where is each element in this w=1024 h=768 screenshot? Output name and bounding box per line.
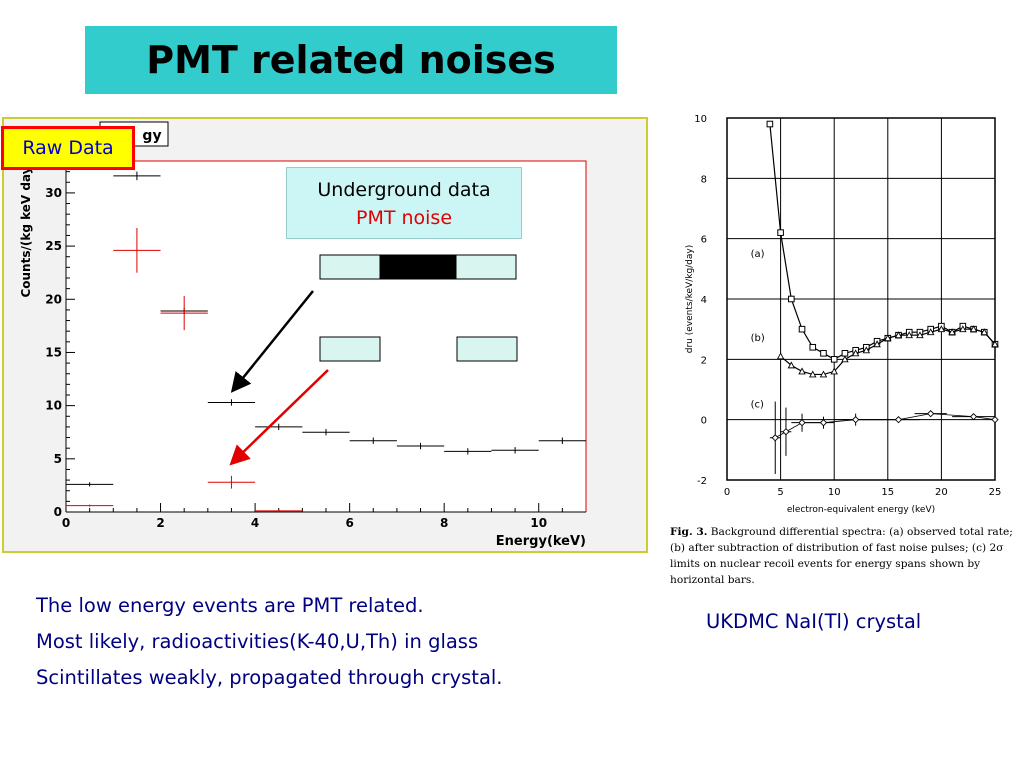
square-marker (841, 350, 849, 357)
triangle-marker (937, 325, 946, 333)
x-tick-label: 0 (62, 516, 70, 530)
triangle-marker (926, 328, 935, 336)
series-b (776, 325, 999, 378)
series-line (769, 123, 996, 361)
y-tick-label: 20 (45, 292, 62, 306)
diamond-marker (771, 434, 779, 442)
x-tick-label: 5 (777, 487, 783, 498)
triangle-marker (787, 361, 796, 369)
diamond-marker (969, 413, 978, 421)
square-marker (788, 295, 795, 303)
square-marker (820, 350, 827, 357)
triangle-marker (873, 340, 881, 348)
square-marker (798, 325, 806, 333)
pmt-noise-series (66, 228, 303, 512)
y-tick-label: 15 (45, 345, 62, 359)
bullet-line-3: Scintillates weakly, propagated through … (36, 666, 503, 689)
y-axis-label: dru (events/keV/kg/day) (685, 245, 695, 353)
arrow-to-pmt-noise-dip (229, 369, 329, 466)
triangle-marker (884, 334, 892, 342)
y-axis-label: Counts/(kg keV day) (19, 161, 33, 298)
triangle-marker (809, 370, 817, 378)
slide-title: PMT related noises (146, 38, 556, 82)
bullet-line-1: The low energy events are PMT related. (36, 594, 424, 617)
triangle-marker (905, 331, 913, 339)
raw-data-badge-label: Raw Data (22, 137, 114, 159)
pmt-bar-left (319, 336, 381, 362)
diamond-marker (852, 416, 860, 424)
x-tick-label: 4 (251, 516, 259, 530)
diamond-marker (991, 416, 999, 424)
series-b-label: (b) (751, 333, 765, 344)
legend-pmt-noise: PMT noise (355, 207, 453, 229)
series-c (769, 401, 999, 474)
figure-caption-text: Background differential spectra: (a) obs… (670, 526, 1013, 586)
series-c-label: (c) (751, 400, 764, 411)
pmt-bar-dark-segment (379, 254, 457, 280)
slide-title-banner: PMT related noises (85, 26, 617, 94)
triangle-marker (959, 325, 967, 333)
y-tick-label: 0 (701, 416, 707, 427)
frame-top-right (66, 160, 587, 512)
plot-title-text: gy (142, 128, 161, 144)
diamond-marker (782, 428, 790, 436)
y-tick-label: 0 (54, 505, 62, 519)
figure-caption-label: Fig. 3. (670, 526, 708, 538)
y-tick-label: 5 (54, 452, 62, 466)
square-marker (830, 356, 838, 363)
legend-underground-data: Underground data (317, 179, 491, 201)
y-tick-label: 6 (701, 235, 707, 246)
x-tick-label: 15 (881, 487, 894, 498)
square-marker (809, 343, 817, 351)
arrow-to-underground-dip (230, 290, 314, 393)
raw-data-badge: Raw Data (1, 126, 135, 170)
diamond-marker (798, 419, 806, 427)
figure-caption: Fig. 3. Background differential spectra:… (670, 524, 1020, 588)
series-a-label: (a) (751, 249, 765, 260)
triangle-marker (776, 352, 785, 360)
square-marker (777, 229, 784, 236)
x-tick-label: 8 (440, 516, 448, 530)
x-tick-label: 10 (828, 487, 841, 498)
x-axis-label: electron-equivalent energy (keV) (787, 505, 935, 515)
triangle-marker (980, 328, 989, 336)
triangle-marker (830, 367, 838, 375)
underground-data-series (66, 171, 586, 487)
y-tick-label: 8 (701, 174, 707, 185)
y-tick-label: 25 (45, 239, 62, 253)
x-tick-label: 20 (935, 487, 948, 498)
pmt-bar-right (456, 336, 518, 362)
triangle-marker (841, 355, 849, 363)
x-tick-label: 2 (156, 516, 164, 530)
diamond-marker (927, 409, 935, 418)
y-tick-label: 30 (45, 186, 62, 200)
y-tick-label: -2 (697, 476, 707, 487)
y-tick-label: 10 (694, 114, 707, 125)
ukdmc-spectrum-plot: 0 5 10 15 20 25 -2 0 2 4 6 8 10 electron-equivalent e… (685, 114, 1002, 515)
y-tick-label: 4 (701, 295, 707, 306)
triangle-marker (894, 331, 903, 339)
triangle-marker (819, 370, 828, 378)
y-tick-label: 10 (45, 399, 62, 413)
ukdmc-label: UKDMC NaI(Tl) crystal (706, 610, 922, 633)
bullet-list: The low energy events are PMT related. M… (36, 588, 636, 696)
triangle-marker (948, 328, 956, 336)
x-tick-label: 10 (530, 516, 547, 530)
x-axis-label: Energy(keV) (496, 534, 586, 549)
x-tick-label: 6 (345, 516, 353, 530)
bullet-line-2: Most likely, radioactivities(K-40,U,Th) … (36, 630, 479, 653)
triangle-marker (969, 325, 978, 333)
triangle-marker (991, 340, 999, 348)
plot-legend-box: Underground data PMT noise (286, 167, 522, 239)
triangle-marker (851, 349, 860, 357)
diamond-marker (894, 416, 903, 424)
triangle-marker (916, 331, 924, 339)
x-tick-label: 0 (724, 487, 730, 498)
y-tick-label: 2 (701, 355, 707, 366)
triangle-marker (798, 367, 806, 375)
x-tick-label: 25 (989, 487, 1002, 498)
triangle-marker (862, 346, 871, 354)
diamond-marker (819, 419, 828, 427)
square-marker (766, 120, 774, 128)
